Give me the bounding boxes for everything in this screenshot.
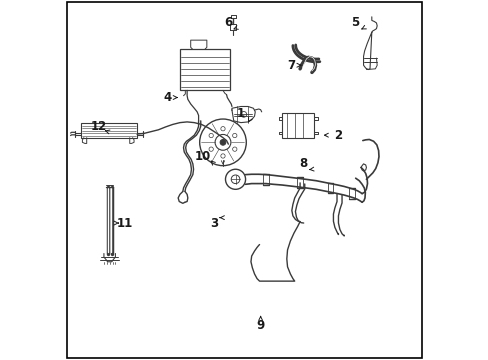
- Text: 3: 3: [209, 216, 218, 230]
- Bar: [282, 113, 314, 138]
- Circle shape: [220, 139, 225, 145]
- Text: 6: 6: [224, 16, 232, 29]
- Text: 8: 8: [299, 157, 307, 170]
- Text: 4: 4: [163, 91, 171, 104]
- Text: 11: 11: [116, 216, 132, 230]
- Text: 9: 9: [256, 319, 264, 332]
- Text: 7: 7: [286, 59, 295, 72]
- Bar: [81, 123, 137, 138]
- Bar: [180, 49, 230, 90]
- Text: 5: 5: [351, 16, 359, 29]
- Text: 2: 2: [333, 129, 341, 142]
- Text: 12: 12: [91, 120, 107, 133]
- Text: 10: 10: [195, 150, 211, 163]
- Text: 1: 1: [236, 107, 244, 120]
